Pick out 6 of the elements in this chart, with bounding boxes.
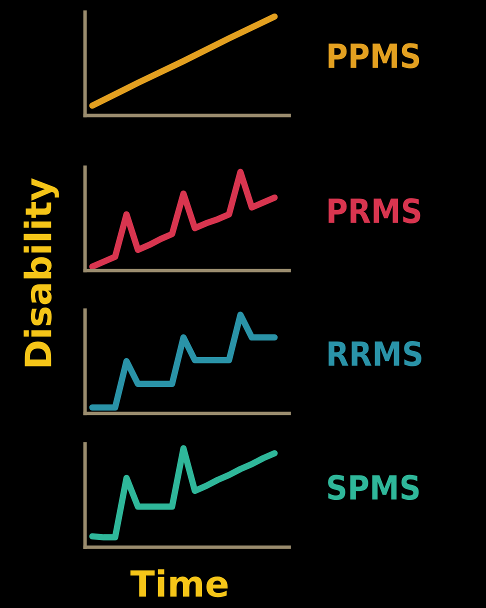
- series-label: RRMS: [328, 341, 422, 366]
- y-axis-title: Disability: [24, 178, 59, 366]
- x-axis-title: Time: [130, 569, 228, 598]
- series-label: PRMS: [328, 198, 420, 224]
- series-label: SPMS: [328, 474, 419, 500]
- series-label: PPMS: [328, 43, 420, 68]
